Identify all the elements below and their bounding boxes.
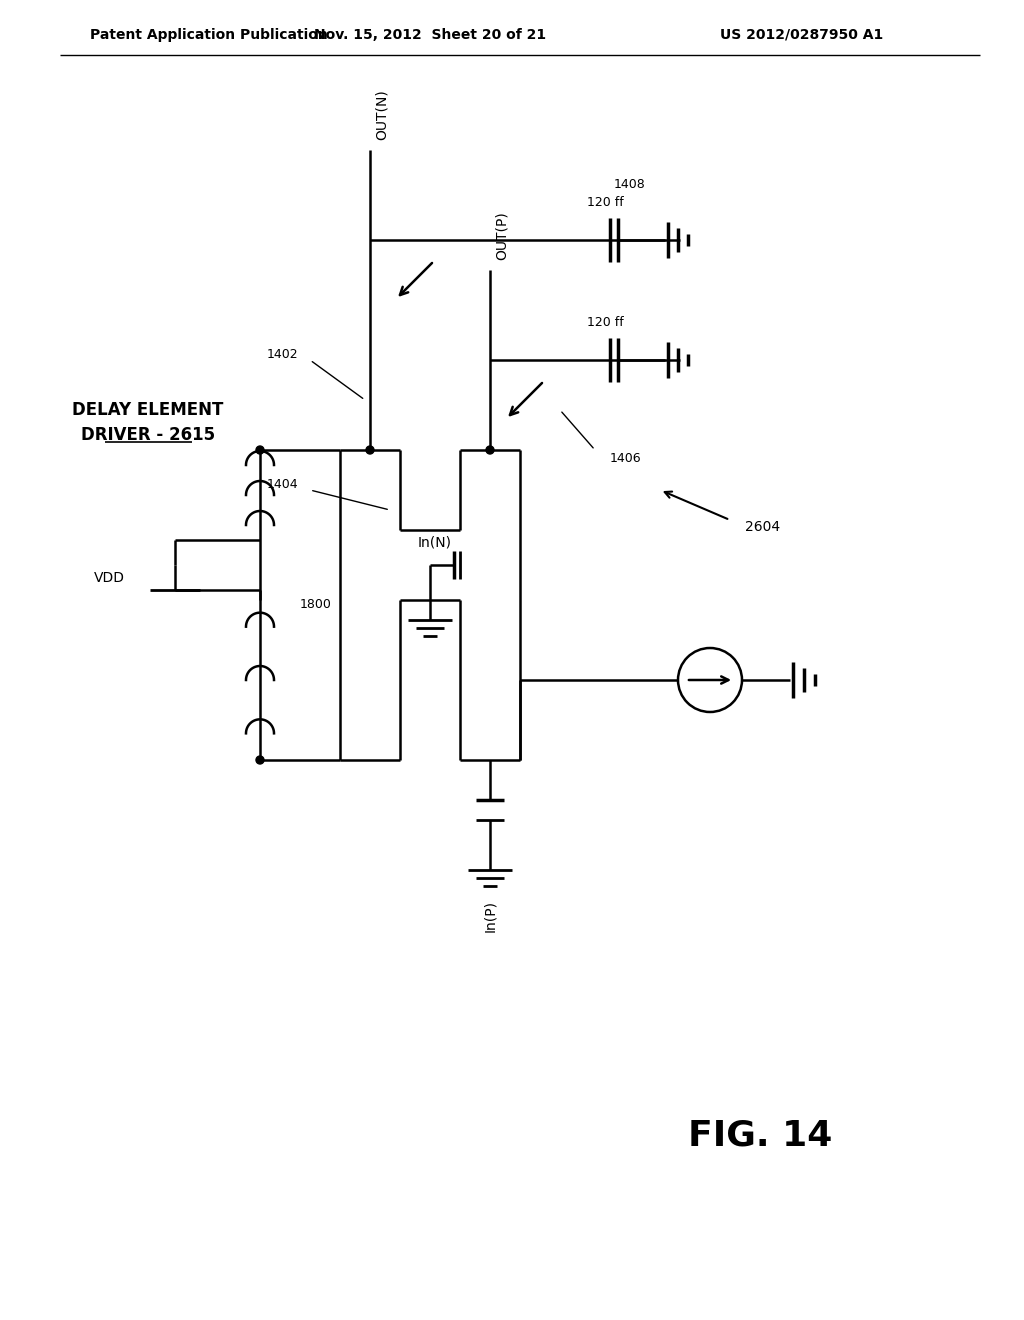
Text: Nov. 15, 2012  Sheet 20 of 21: Nov. 15, 2012 Sheet 20 of 21 [314, 28, 546, 42]
Text: 1404: 1404 [266, 479, 298, 491]
Text: 1800: 1800 [300, 598, 332, 611]
Text: In(N): In(N) [418, 536, 452, 550]
Text: OUT(P): OUT(P) [495, 211, 509, 260]
Text: 1402: 1402 [266, 348, 298, 362]
Text: In(P): In(P) [483, 900, 497, 932]
Text: DRIVER - 2615: DRIVER - 2615 [81, 426, 215, 444]
Circle shape [256, 756, 264, 764]
Text: 2604: 2604 [745, 520, 780, 535]
Text: 1406: 1406 [610, 451, 642, 465]
Text: US 2012/0287950 A1: US 2012/0287950 A1 [720, 28, 884, 42]
Text: 120 ff: 120 ff [587, 315, 624, 329]
Circle shape [486, 446, 494, 454]
Text: VDD: VDD [94, 572, 125, 585]
Circle shape [366, 446, 374, 454]
Text: FIG. 14: FIG. 14 [688, 1118, 833, 1152]
Text: OUT(N): OUT(N) [375, 90, 389, 140]
Text: 1408: 1408 [614, 178, 646, 191]
Text: 120 ff: 120 ff [587, 195, 624, 209]
Circle shape [256, 446, 264, 454]
Text: DELAY ELEMENT: DELAY ELEMENT [73, 401, 223, 418]
Text: Patent Application Publication: Patent Application Publication [90, 28, 328, 42]
